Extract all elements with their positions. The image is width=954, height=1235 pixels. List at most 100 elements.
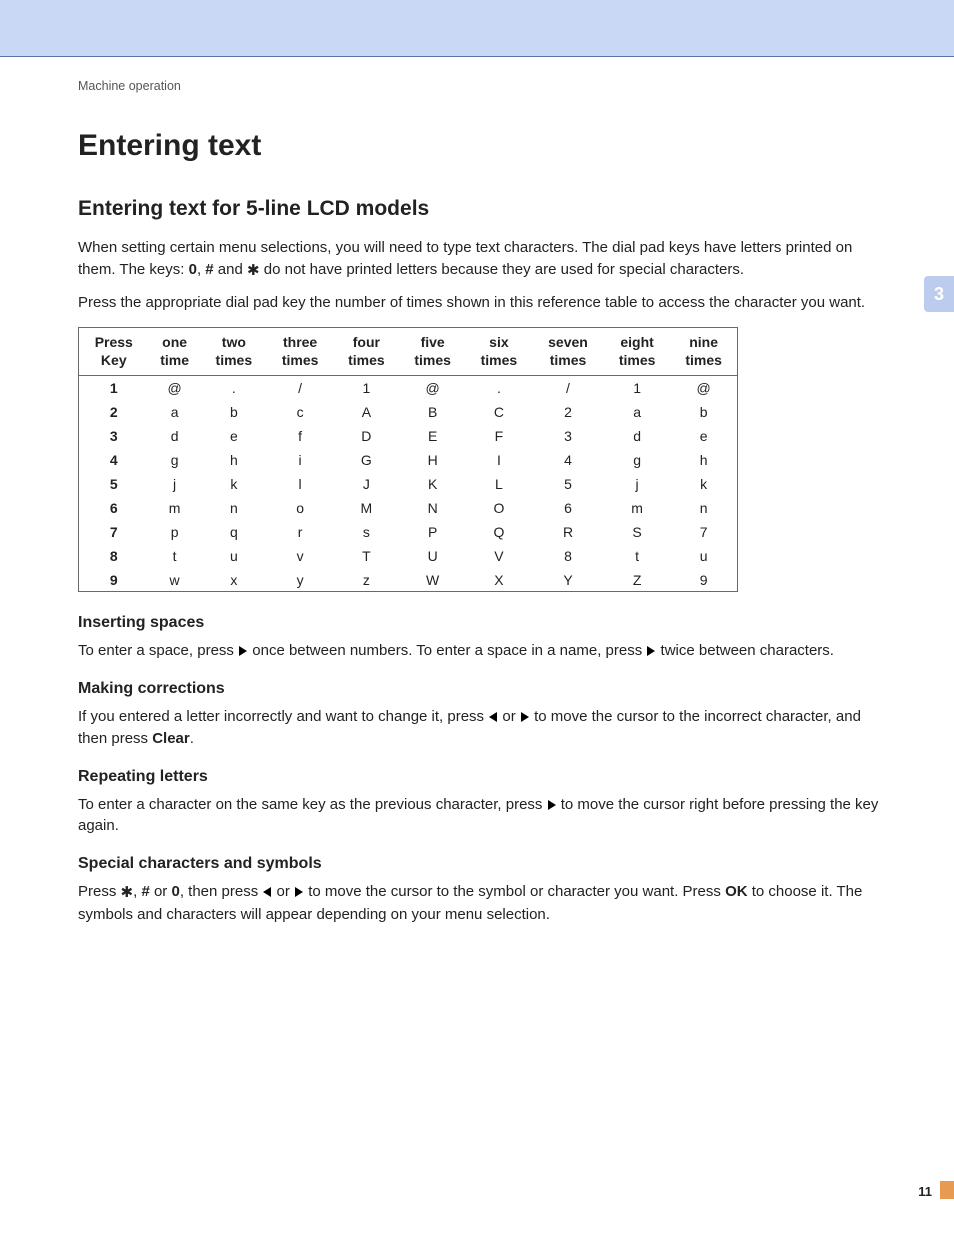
breadcrumb: Machine operation — [78, 79, 884, 93]
content-area: Machine operation Entering text Entering… — [0, 56, 954, 1235]
table-cell: U — [400, 544, 466, 568]
table-row: 4ghiGHI4gh — [79, 448, 738, 472]
table-header-cell: PressKey — [79, 328, 149, 376]
table-header-cell: threetimes — [267, 328, 333, 376]
right-arrow-icon — [647, 646, 655, 656]
table-cell: f — [267, 424, 333, 448]
table-cell: d — [604, 424, 670, 448]
table-cell: O — [466, 496, 532, 520]
table-cell: c — [267, 400, 333, 424]
table-cell: S — [604, 520, 670, 544]
table-row: 7pqrsPQRS7 — [79, 520, 738, 544]
table-cell: B — [400, 400, 466, 424]
right-arrow-icon — [521, 712, 529, 722]
section-heading: Entering text for 5-line LCD models — [78, 197, 884, 221]
table-cell: Q — [466, 520, 532, 544]
table-cell: h — [201, 448, 267, 472]
table-cell: . — [201, 376, 267, 400]
table-cell: H — [400, 448, 466, 472]
table-cell: z — [333, 568, 399, 592]
table-row: 8tuvTUV8tu — [79, 544, 738, 568]
table-cell: u — [201, 544, 267, 568]
table-cell: @ — [400, 376, 466, 400]
table-cell: w — [149, 568, 201, 592]
table-cell: 2 — [79, 400, 149, 424]
table-cell: h — [670, 448, 737, 472]
page-title: Entering text — [78, 129, 884, 163]
table-cell: m — [604, 496, 670, 520]
table-cell: 1 — [79, 376, 149, 400]
table-cell: 5 — [79, 472, 149, 496]
table-cell: L — [466, 472, 532, 496]
table-row: 9wxyzWXYZ9 — [79, 568, 738, 592]
table-cell: p — [149, 520, 201, 544]
table-cell: e — [201, 424, 267, 448]
table-cell: 8 — [532, 544, 604, 568]
table-cell: @ — [149, 376, 201, 400]
table-cell: x — [201, 568, 267, 592]
table-cell: 4 — [79, 448, 149, 472]
left-arrow-icon — [489, 712, 497, 722]
table-cell: . — [466, 376, 532, 400]
subheading-repeating-letters: Repeating letters — [78, 768, 884, 786]
table-cell: g — [604, 448, 670, 472]
table-cell: 7 — [670, 520, 737, 544]
table-cell: N — [400, 496, 466, 520]
table-row: 2abcABC2ab — [79, 400, 738, 424]
repeating-paragraph: To enter a character on the same key as … — [78, 794, 884, 838]
keypress-reference-table: PressKeyonetimetwotimesthreetimesfourtim… — [78, 327, 738, 592]
table-cell: 6 — [532, 496, 604, 520]
table-cell: M — [333, 496, 399, 520]
table-cell: a — [149, 400, 201, 424]
table-cell: v — [267, 544, 333, 568]
table-cell: a — [604, 400, 670, 424]
table-cell: 5 — [532, 472, 604, 496]
table-cell: k — [670, 472, 737, 496]
left-arrow-icon — [263, 887, 271, 897]
table-header-cell: twotimes — [201, 328, 267, 376]
table-header-cell: fourtimes — [333, 328, 399, 376]
table-cell: u — [670, 544, 737, 568]
special-paragraph: Press ✱, # or 0, then press or to move t… — [78, 881, 884, 926]
table-cell: 3 — [532, 424, 604, 448]
table-cell: k — [201, 472, 267, 496]
table-cell: V — [466, 544, 532, 568]
subheading-inserting-spaces: Inserting spaces — [78, 614, 884, 632]
table-cell: C — [466, 400, 532, 424]
subheading-making-corrections: Making corrections — [78, 680, 884, 698]
spaces-paragraph: To enter a space, press once between num… — [78, 640, 884, 662]
table-header-cell: fivetimes — [400, 328, 466, 376]
intro-paragraph-1: When setting certain menu selections, yo… — [78, 237, 884, 282]
table-cell: 8 — [79, 544, 149, 568]
page: 3 1 1 Machine operation Entering text Ent… — [0, 0, 954, 1235]
table-row: 6mnoMNO6mn — [79, 496, 738, 520]
table-cell: n — [201, 496, 267, 520]
table-cell: 3 — [79, 424, 149, 448]
subheading-special-characters: Special characters and symbols — [78, 855, 884, 873]
table-cell: n — [670, 496, 737, 520]
table-row: 1@./1@./1@ — [79, 376, 738, 400]
table-cell: F — [466, 424, 532, 448]
table-cell: d — [149, 424, 201, 448]
table-cell: j — [604, 472, 670, 496]
table-cell: A — [333, 400, 399, 424]
table-cell: 1 — [604, 376, 670, 400]
table-cell: g — [149, 448, 201, 472]
table-cell: X — [466, 568, 532, 592]
table-cell: e — [670, 424, 737, 448]
table-cell: s — [333, 520, 399, 544]
table-cell: t — [149, 544, 201, 568]
table-cell: / — [267, 376, 333, 400]
table-cell: 2 — [532, 400, 604, 424]
table-cell: T — [333, 544, 399, 568]
right-arrow-icon — [295, 887, 303, 897]
right-arrow-icon — [239, 646, 247, 656]
table-cell: m — [149, 496, 201, 520]
table-cell: b — [670, 400, 737, 424]
table-cell: 9 — [670, 568, 737, 592]
table-header-cell: ninetimes — [670, 328, 737, 376]
table-cell: G — [333, 448, 399, 472]
top-header-band — [0, 0, 954, 56]
table-cell: @ — [670, 376, 737, 400]
table-row: 3defDEF3de — [79, 424, 738, 448]
